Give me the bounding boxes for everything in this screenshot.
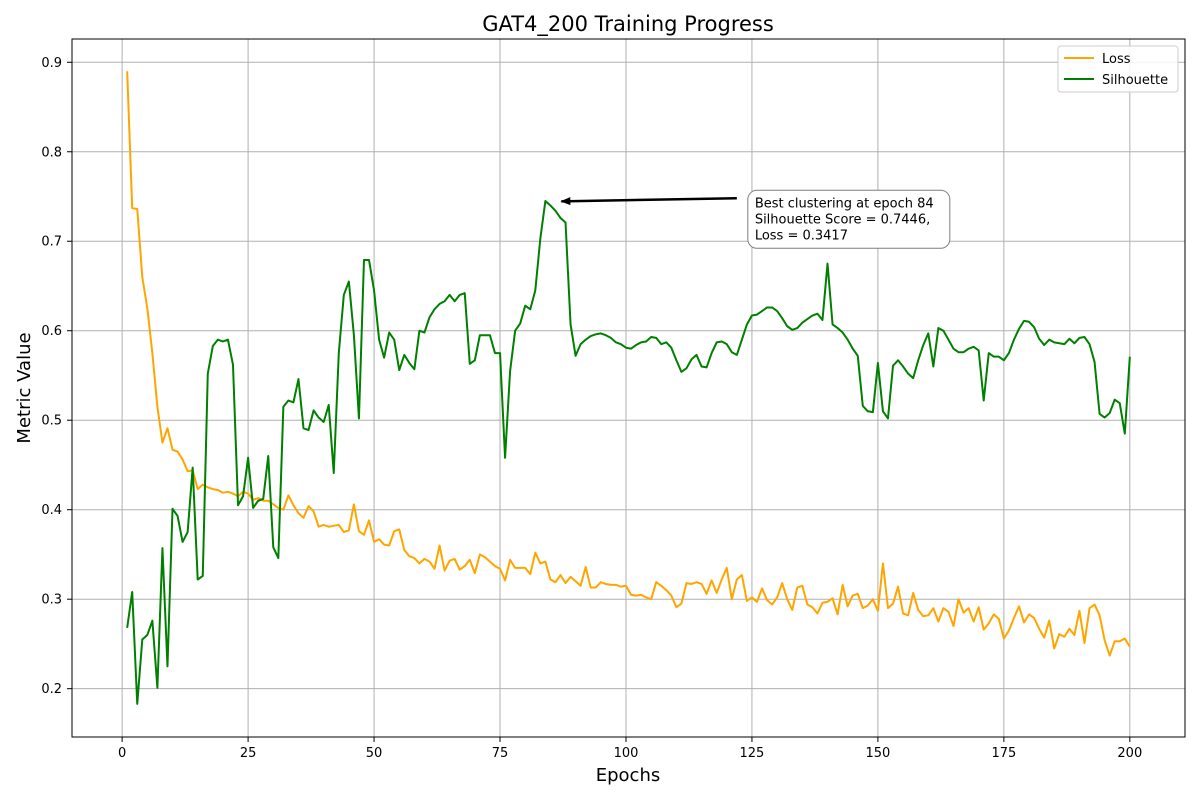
x-tick-label: 175 xyxy=(991,746,1016,761)
x-tick-label: 125 xyxy=(740,746,765,761)
annotation-box xyxy=(747,189,951,249)
series-line-loss xyxy=(126,71,1131,657)
legend-label-silhouette: Silhouette xyxy=(1102,73,1168,88)
y-tick-label: 0.4 xyxy=(41,503,62,518)
x-tick-label: 150 xyxy=(865,746,890,761)
y-tick-label: 0.8 xyxy=(41,145,62,160)
x-tick-label: 25 xyxy=(240,746,257,761)
y-tick-label: 0.9 xyxy=(41,56,62,71)
x-tick-label: 50 xyxy=(366,746,383,761)
x-axis-label: Epochs xyxy=(596,765,661,786)
y-axis-label: Metric Value xyxy=(14,332,35,443)
chart-title: GAT4_200 Training Progress xyxy=(482,12,774,37)
plot-frame xyxy=(71,38,1186,738)
annotation-text-line: Best clustering at epoch 84 xyxy=(755,196,934,211)
series-layer xyxy=(126,71,1131,705)
annotation-text-line: Loss = 0.3417 xyxy=(755,228,848,243)
ticks: 0 25 50 75 100 125 150 175 200 0.2 0.3 0.4 0.5 0.6 0.7… xyxy=(41,56,1142,761)
x-tick-label: 100 xyxy=(614,746,639,761)
legend: Loss Silhouette xyxy=(1057,45,1179,93)
y-tick-label: 0.5 xyxy=(41,414,62,429)
x-tick-label: 0 xyxy=(118,746,126,761)
legend-label-loss: Loss xyxy=(1102,52,1131,67)
x-tick-label: 75 xyxy=(492,746,509,761)
y-tick-label: 0.2 xyxy=(41,682,62,697)
grid xyxy=(72,39,1185,737)
y-tick-label: 0.6 xyxy=(41,324,62,339)
x-tick-label: 200 xyxy=(1117,746,1142,761)
y-tick-label: 0.7 xyxy=(41,235,62,250)
annotation-arrow xyxy=(560,197,737,206)
y-tick-label: 0.3 xyxy=(41,593,62,608)
series-line-silhouette xyxy=(126,199,1131,705)
annotation-text-line: Silhouette Score = 0.7446, xyxy=(755,212,930,227)
